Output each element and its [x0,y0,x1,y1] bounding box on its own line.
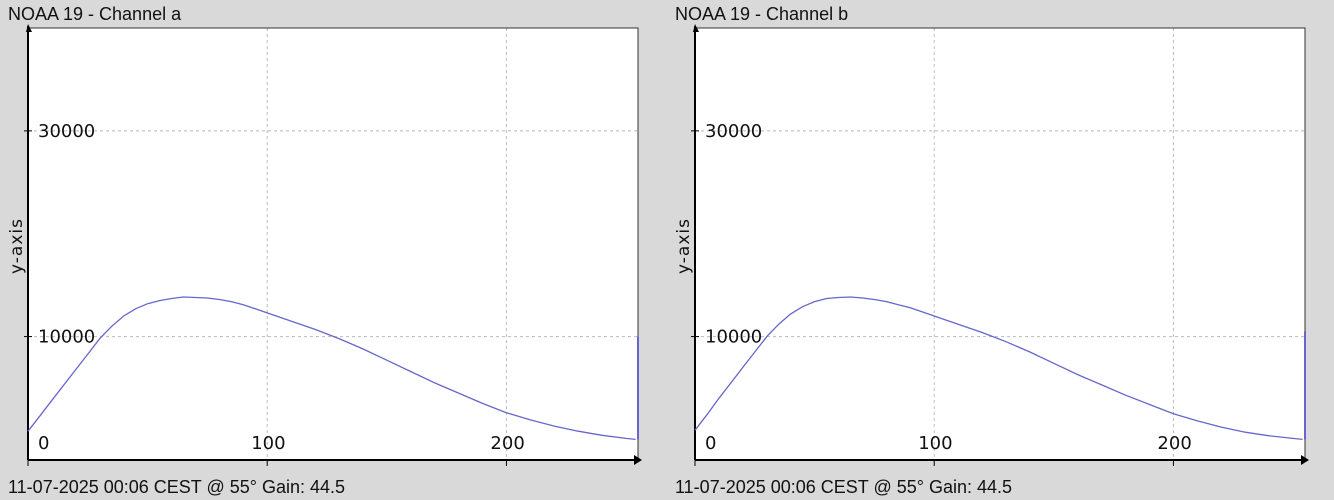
chart-svg: 0 100 200 10000 30000 y-axis [674,24,1309,466]
series-line [694,296,1303,441]
x-tick-label: 0 [705,433,716,454]
chart-panel-channel-b: NOAA 19 - Channel b 0 100 200 10000 30000 y-a… [667,0,1309,500]
y-tick-label: 10000 [38,327,95,348]
chart-footer: 11-07-2025 00:06 CEST @ 55° Gain: 44.5 [8,477,346,497]
y-tick-label: 30000 [705,121,762,142]
series-line [27,296,636,441]
chart-title: NOAA 19 - Channel a [8,4,182,24]
plot-area [695,28,1305,460]
y-axis-arrow [26,24,32,32]
y-axis-label: y-axis [674,218,694,274]
x-tick-label: 200 [1157,433,1191,454]
x-axis-arrow [1301,455,1309,465]
x-tick-label: 100 [251,433,285,454]
x-tick-label: 0 [38,433,49,454]
y-axis-label: y-axis [7,218,27,274]
chart-svg: 0 100 200 10000 30000 y-axis [7,24,642,466]
chart-footer: 11-07-2025 00:06 CEST @ 55° Gain: 44.5 [675,477,1013,497]
y-axis-arrow [693,24,699,32]
y-tick-label: 10000 [705,327,762,348]
x-axis-arrow [634,455,642,465]
y-tick-label: 30000 [38,121,95,142]
x-tick-label: 200 [490,433,524,454]
chart-title: NOAA 19 - Channel b [675,4,849,24]
x-tick-label: 100 [918,433,952,454]
plot-area [28,28,638,460]
chart-panel-channel-a: NOAA 19 - Channel a 0 100 200 10000 30000 y-a… [0,0,642,500]
